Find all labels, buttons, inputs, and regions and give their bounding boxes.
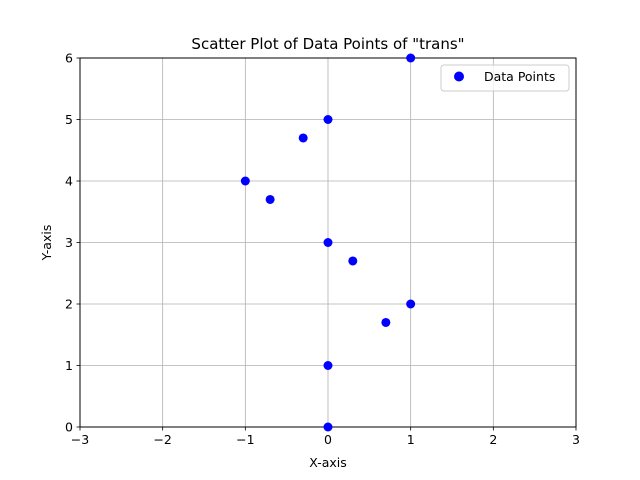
chart-title: Scatter Plot of Data Points of "trans": [191, 35, 464, 53]
x-tick-label: 3: [572, 432, 580, 447]
y-axis: 0 1 2 3 4 5 6: [65, 51, 80, 435]
data-point: [323, 115, 333, 124]
data-point: [323, 238, 333, 247]
x-tick-label: 2: [489, 432, 497, 447]
data-point: [348, 256, 358, 266]
y-tick-label: 4: [65, 174, 73, 189]
data-point: [406, 299, 416, 309]
y-tick-label: 1: [65, 358, 73, 373]
legend: Data Points: [440, 64, 570, 92]
x-tick-label: 0: [324, 432, 332, 447]
data-point: [323, 422, 333, 432]
y-axis-label: Y-axis: [39, 225, 54, 262]
y-tick-label: 3: [65, 235, 73, 250]
data-point: [298, 133, 308, 143]
y-tick-label: 2: [65, 297, 73, 312]
data-point: [240, 176, 250, 186]
x-axis-label: X-axis: [309, 455, 347, 470]
x-axis: −3 −2 −1 0 1 2 3: [71, 427, 580, 447]
x-tick-label: 1: [407, 432, 415, 447]
legend-marker: [454, 71, 464, 82]
y-tick-label: 6: [65, 51, 73, 66]
x-tick-label: −1: [236, 432, 254, 447]
data-point: [323, 361, 333, 370]
y-tick-label: 0: [65, 420, 73, 435]
data-points: [240, 53, 416, 432]
legend-box: [440, 64, 570, 92]
y-tick-label: 5: [65, 112, 73, 127]
data-point: [265, 194, 275, 204]
data-point: [406, 53, 416, 63]
data-point: [381, 317, 391, 327]
legend-label: Data Points: [484, 69, 555, 84]
x-tick-label: −2: [153, 432, 171, 447]
x-tick-label: −3: [71, 432, 89, 447]
